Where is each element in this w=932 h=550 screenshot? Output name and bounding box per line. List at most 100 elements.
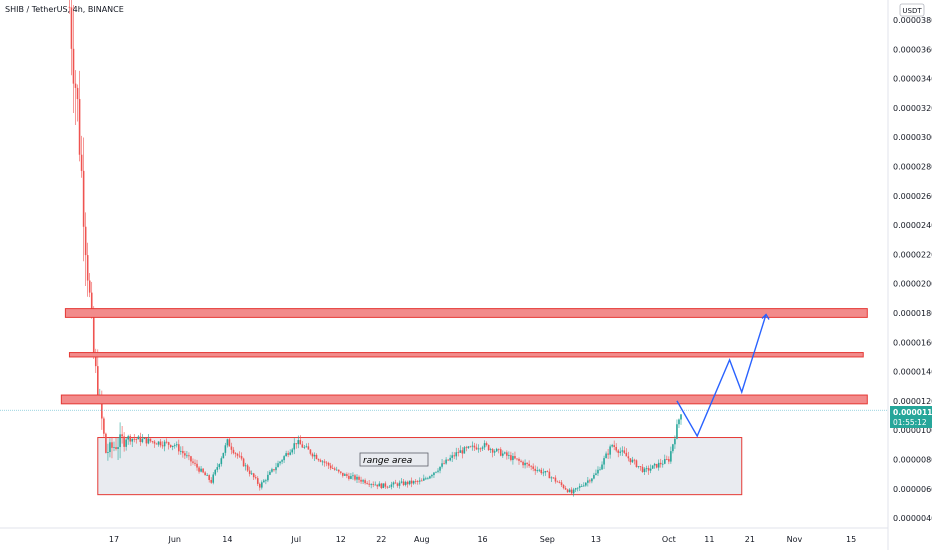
candle-body xyxy=(536,470,539,471)
candle-body xyxy=(141,438,144,443)
candle-body xyxy=(423,478,425,481)
candle-body xyxy=(352,475,354,477)
candle-body xyxy=(342,472,344,476)
candle-body xyxy=(92,313,95,356)
candle-body xyxy=(360,479,362,482)
candle-body xyxy=(165,441,168,443)
candle-body xyxy=(198,467,200,472)
candle-body xyxy=(425,478,427,480)
candle-body xyxy=(585,482,587,486)
candle-body xyxy=(520,460,522,462)
candle-body xyxy=(273,469,275,471)
candle-body xyxy=(119,434,121,448)
candle-body xyxy=(639,466,642,468)
candle-body xyxy=(171,445,174,448)
time-tick-label: 16 xyxy=(477,535,487,544)
current-price-tag xyxy=(890,406,932,428)
candle-body xyxy=(572,489,575,494)
candle-body xyxy=(212,474,215,483)
candle-body xyxy=(613,445,615,447)
candle-body xyxy=(173,445,176,447)
candle-body xyxy=(459,450,462,453)
candle-body xyxy=(589,480,591,482)
price-tick-label: 0.00001000 xyxy=(893,426,932,435)
candle-body xyxy=(364,480,366,484)
candle-body xyxy=(200,468,202,472)
candle-body xyxy=(534,468,536,471)
candle-body xyxy=(80,154,83,171)
candle-body xyxy=(522,461,524,466)
candle-body xyxy=(151,441,154,443)
candle-body xyxy=(418,480,421,482)
candle-body xyxy=(333,468,336,470)
candle-body xyxy=(380,483,383,489)
candle-body xyxy=(169,444,172,448)
price-tick-label: 0.00000400 xyxy=(893,514,932,523)
price-tick-label: 0.00003600 xyxy=(893,45,932,54)
candle-body xyxy=(408,480,411,485)
time-tick-label: 14 xyxy=(222,535,232,544)
candle-body xyxy=(516,458,518,460)
candle-body xyxy=(538,469,541,471)
candle-body xyxy=(619,451,622,453)
candle-body xyxy=(617,450,620,453)
candle-body xyxy=(107,452,109,453)
candle-body xyxy=(657,462,660,468)
candle-body xyxy=(163,441,166,447)
candle-body xyxy=(518,458,520,461)
candle-body xyxy=(139,436,142,443)
candle-body xyxy=(244,465,247,467)
candle-body xyxy=(386,486,389,488)
candle-body xyxy=(566,489,569,493)
candle-body xyxy=(396,483,399,486)
candle-body xyxy=(303,446,306,448)
candle-body xyxy=(463,447,466,454)
candle-body xyxy=(421,480,423,482)
candle-body xyxy=(186,455,188,457)
price-axis[interactable]: 0.00003800 0.00003600 0.00003400 0.00003200… xyxy=(893,16,932,523)
candle-body xyxy=(305,446,308,448)
time-axis[interactable]: 17 Jun 14 Jul 12 22 Aug 16 Sep 13 Oct 11 21 Nov 15 xyxy=(109,535,856,544)
candle-body xyxy=(483,443,486,448)
candle-body xyxy=(103,418,105,434)
candle-body xyxy=(504,452,506,454)
candle-body xyxy=(143,438,146,439)
candle-body xyxy=(157,441,160,445)
candle-body xyxy=(86,255,89,281)
candle-body xyxy=(297,440,300,445)
countdown-timer: 01:55:12 xyxy=(893,418,927,427)
candle-body xyxy=(153,441,156,444)
candle-body xyxy=(526,462,528,464)
candle-body xyxy=(506,452,508,456)
candle-body xyxy=(117,447,119,450)
price-tick-label: 0.00002600 xyxy=(893,192,932,201)
candle-body xyxy=(275,467,277,471)
candle-body xyxy=(331,468,334,469)
candle-body xyxy=(485,443,488,445)
projection-layer xyxy=(676,313,770,438)
candle-body xyxy=(242,458,245,467)
candle-body xyxy=(414,481,417,482)
candle-body xyxy=(149,438,152,442)
candle-body xyxy=(368,483,370,485)
candle-body xyxy=(88,280,91,293)
candle-body xyxy=(453,455,455,457)
candle-body xyxy=(461,450,464,454)
candle-body xyxy=(615,446,617,451)
resistance-zone xyxy=(64,308,868,318)
candle-body xyxy=(105,433,107,453)
candle-body xyxy=(595,473,597,475)
currency-badge[interactable] xyxy=(899,3,925,17)
candle-body xyxy=(113,447,115,448)
candle-body xyxy=(84,226,87,256)
candle-body xyxy=(406,481,409,485)
candle-body xyxy=(214,469,217,475)
candle-body xyxy=(455,452,458,457)
resistance-zones-layer xyxy=(60,308,868,405)
candle-body xyxy=(145,438,148,444)
price-tick-label: 0.00002000 xyxy=(893,280,932,289)
candle-body xyxy=(121,434,123,437)
candle-body xyxy=(346,474,348,476)
candle-body xyxy=(449,457,451,461)
